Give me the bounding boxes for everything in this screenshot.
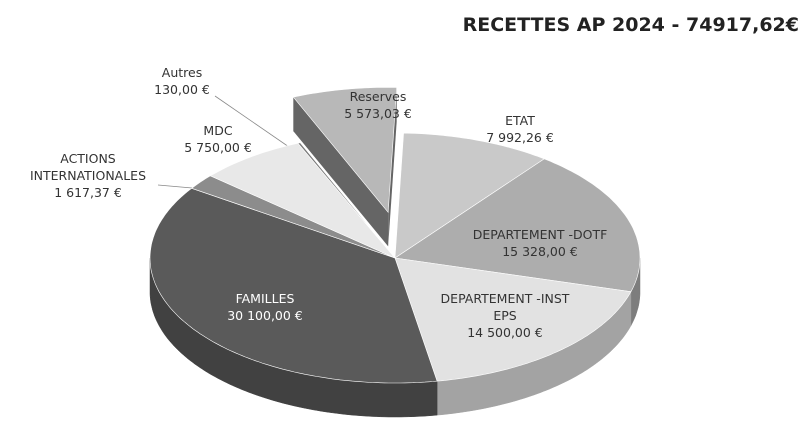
slice-name: DEPARTEMENT -DOTF <box>472 227 608 242</box>
slice-side <box>293 97 389 247</box>
slice-value: 5 750,00 € <box>184 140 252 155</box>
pie-slice <box>292 87 398 214</box>
slice-label: MDC 5 750,00 € <box>158 122 278 156</box>
slice-label: Autres 130,00 € <box>132 64 232 98</box>
slice-value: 15 328,00 € <box>502 244 578 259</box>
slice-value: 5 573,03 € <box>344 106 412 121</box>
slice-label: Reserves 5 573,03 € <box>328 88 428 122</box>
slice-side <box>388 87 397 247</box>
pie-slice <box>149 187 438 384</box>
slice-value: 30 100,00 € <box>227 308 303 323</box>
pie-slice <box>209 142 396 259</box>
pie-slice <box>394 257 632 382</box>
slice-name: FAMILLES <box>235 291 295 306</box>
slice-name: Reserves <box>349 89 407 104</box>
chart-title: RECETTES AP 2024 - 74917,62€ <box>462 14 799 36</box>
slice-value: 7 992,26 € <box>486 130 554 145</box>
slice-label: FAMILLES 30 100,00 € <box>205 290 325 324</box>
slice-label: DEPARTEMENT -DOTF 15 328,00 € <box>465 226 615 260</box>
slice-name: Autres <box>161 65 203 80</box>
slice-name: DEPARTEMENT -INST EPS <box>440 291 570 323</box>
slice-label: DEPARTEMENT -INST EPS 14 500,00 € <box>435 290 575 341</box>
slice-name: ETAT <box>505 113 535 128</box>
slice-value: 14 500,00 € <box>467 325 543 340</box>
slice-value: 1 617,37 € <box>54 185 122 200</box>
slice-name: MDC <box>203 123 233 138</box>
pie-slice <box>394 132 545 259</box>
pie-slice <box>394 158 641 293</box>
pie-slice <box>191 175 396 259</box>
slice-label: ETAT 7 992,26 € <box>460 112 580 146</box>
slice-name: ACTIONS INTERNATIONALES <box>29 151 147 183</box>
pie-slice <box>297 142 396 259</box>
slice-value: 130,00 € <box>154 82 210 97</box>
slice-label: ACTIONS INTERNATIONALES 1 617,37 € <box>13 150 163 201</box>
